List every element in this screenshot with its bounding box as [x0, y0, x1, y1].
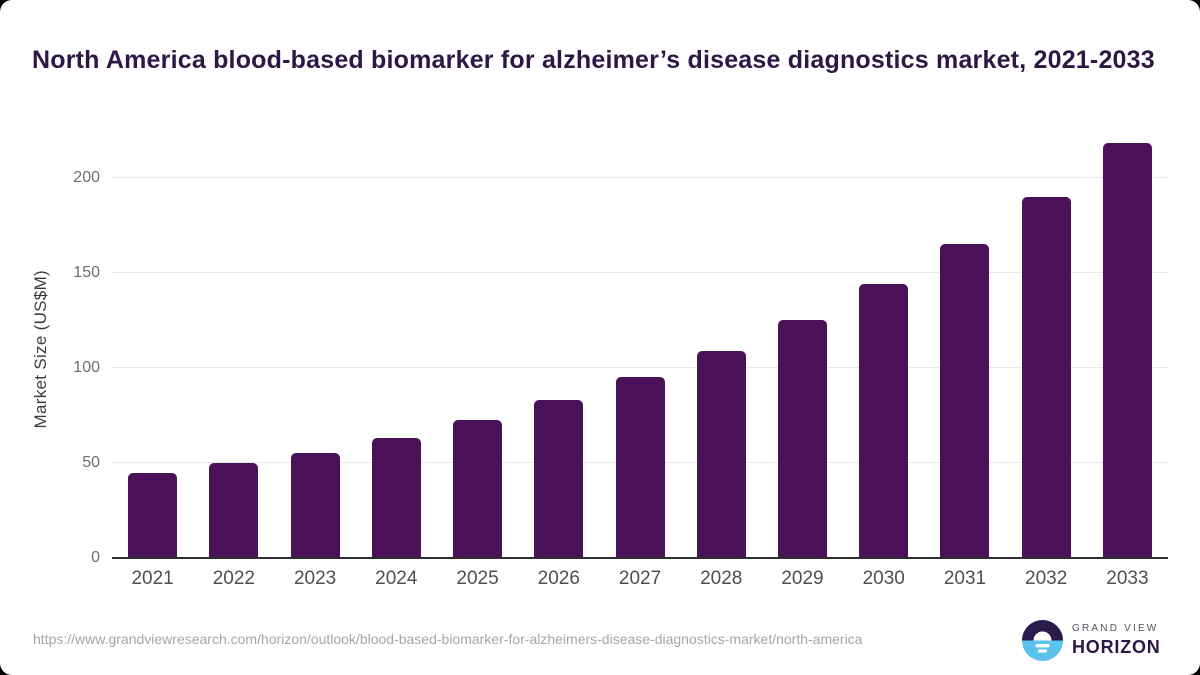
- horizon-sunset-icon: [1022, 620, 1063, 661]
- x-tick-label: 2033: [1106, 568, 1149, 589]
- bar-2028[interactable]: [696, 350, 746, 558]
- bar-column: [193, 140, 274, 558]
- bar-column: [112, 140, 193, 558]
- x-tick-label: 2030: [862, 568, 905, 589]
- gridline: [112, 367, 1168, 368]
- logo-grand-view-text: GRAND VIEW: [1072, 623, 1159, 634]
- bar-column: [1006, 140, 1087, 558]
- x-tick-label: 2028: [700, 568, 743, 589]
- y-tick-label: 100: [73, 359, 100, 376]
- bar-2033[interactable]: [1102, 142, 1152, 558]
- bar-column: [1087, 140, 1168, 558]
- chart-title: North America blood-based biomarker for …: [32, 45, 1155, 74]
- bar-series: [112, 140, 1168, 558]
- bar-column: [843, 140, 924, 558]
- bar-column: [356, 140, 437, 558]
- x-tick-label: 2029: [781, 568, 824, 589]
- x-tick-label: 2021: [131, 568, 174, 589]
- bar-2030[interactable]: [859, 284, 909, 558]
- bar-2032[interactable]: [1021, 197, 1071, 558]
- bar-2026[interactable]: [534, 400, 584, 558]
- logo-horizon-text: HORIZON: [1072, 637, 1161, 657]
- bar-2021[interactable]: [128, 472, 178, 558]
- bar-2029[interactable]: [777, 319, 827, 558]
- y-tick-label: 150: [73, 264, 100, 281]
- bar-column: [924, 140, 1005, 558]
- bar-2031[interactable]: [940, 243, 990, 558]
- x-tick-label: 2026: [537, 568, 580, 589]
- x-tick-label: 2025: [456, 568, 499, 589]
- bar-column: [762, 140, 843, 558]
- y-tick-label: 50: [82, 454, 100, 471]
- plot-area: [112, 140, 1168, 559]
- bar-column: [681, 140, 762, 558]
- bar-2023[interactable]: [290, 452, 340, 558]
- x-axis-line: [112, 557, 1168, 559]
- x-tick-label: 2032: [1025, 568, 1068, 589]
- bar-column: [599, 140, 680, 558]
- bar-2025[interactable]: [453, 420, 503, 558]
- y-axis-tick-labels: 0 50 100 150 200: [40, 140, 100, 566]
- gridline: [112, 177, 1168, 178]
- bar-2027[interactable]: [615, 376, 665, 558]
- gridline: [112, 272, 1168, 273]
- source-url: https://www.grandviewresearch.com/horizo…: [33, 631, 863, 647]
- x-tick-label: 2022: [212, 568, 255, 589]
- x-axis-tick-labels: 2021 2022 2023 2024 2025 2026 2027 2028 2029 2030…: [112, 568, 1168, 590]
- x-tick-label: 2024: [375, 568, 418, 589]
- y-tick-label: 0: [91, 549, 100, 566]
- x-tick-label: 2031: [943, 568, 987, 589]
- bar-column: [518, 140, 599, 558]
- bar-2022[interactable]: [209, 463, 259, 558]
- bar-2024[interactable]: [371, 438, 421, 558]
- bar-column: [274, 140, 355, 558]
- grand-view-horizon-logo: GRAND VIEW HORIZON: [1022, 620, 1161, 661]
- y-tick-label: 200: [73, 169, 100, 186]
- logo-wordmark: GRAND VIEW HORIZON: [1072, 623, 1161, 658]
- x-tick-label: 2023: [293, 568, 337, 589]
- bar-column: [437, 140, 518, 558]
- x-tick-label: 2027: [618, 568, 662, 589]
